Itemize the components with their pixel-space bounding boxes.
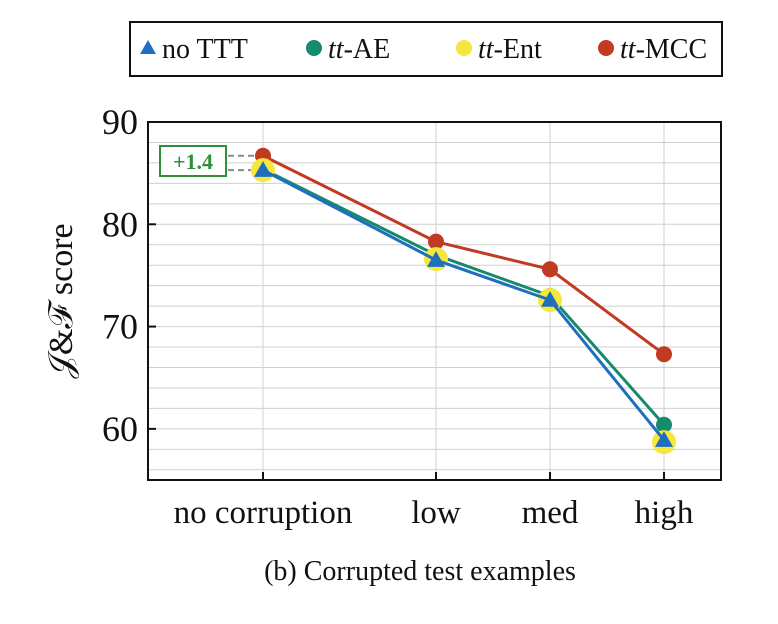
legend-label: no TTT bbox=[162, 34, 248, 65]
y-tick-label: 90 bbox=[102, 102, 138, 142]
legend-item: no TTT bbox=[140, 34, 248, 65]
data-point bbox=[655, 431, 673, 447]
plot-frame bbox=[147, 121, 722, 481]
x-tick-label: low bbox=[411, 495, 461, 531]
series-line bbox=[262, 154, 665, 356]
y-axis: 60 70 80 90 bbox=[102, 102, 156, 449]
data-point bbox=[542, 261, 558, 278]
legend-marker bbox=[306, 40, 322, 56]
plot-area: +1.4 bbox=[147, 121, 722, 481]
y-tick-label: 60 bbox=[102, 409, 138, 449]
annotation-label: +1.4 bbox=[173, 149, 213, 174]
improvement-annotation: +1.4 bbox=[159, 145, 263, 177]
data-point bbox=[428, 233, 444, 250]
series-no-ttt bbox=[254, 161, 673, 447]
series-line bbox=[262, 167, 666, 426]
x-tick-label: no corruption bbox=[174, 495, 353, 531]
data-point bbox=[656, 346, 672, 363]
legend-marker bbox=[456, 40, 472, 56]
y-tick-label: 70 bbox=[102, 307, 138, 347]
legend-marker bbox=[598, 40, 614, 56]
x-tick-label: high bbox=[635, 495, 694, 531]
series-line bbox=[262, 168, 666, 442]
y-axis-title: 𝒥&ℱ score bbox=[43, 223, 80, 378]
legend-label: tt-AE bbox=[328, 34, 390, 65]
data-point bbox=[656, 416, 672, 433]
x-axis: no corruption low med high bbox=[174, 472, 694, 531]
legend-frame bbox=[129, 21, 723, 77]
y-tick-label: 80 bbox=[102, 204, 138, 244]
series-layer bbox=[251, 147, 676, 455]
legend: no TTT tt-AE tt-Ent tt-MCC bbox=[129, 21, 723, 77]
data-point bbox=[427, 251, 445, 267]
legend-item: tt-Ent bbox=[456, 34, 542, 65]
legend-item: tt-AE bbox=[306, 34, 390, 65]
legend-marker bbox=[140, 40, 156, 54]
x-tick-label: med bbox=[522, 495, 579, 531]
legend-item: tt-MCC bbox=[598, 34, 707, 65]
legend-label: tt-MCC bbox=[620, 34, 707, 65]
legend-label: tt-Ent bbox=[478, 34, 542, 65]
plot-background bbox=[148, 122, 721, 480]
figure-caption: (b) Corrupted test examples bbox=[264, 556, 576, 587]
annotation-box bbox=[159, 145, 227, 177]
data-point bbox=[541, 290, 559, 307]
data-point bbox=[254, 161, 272, 177]
